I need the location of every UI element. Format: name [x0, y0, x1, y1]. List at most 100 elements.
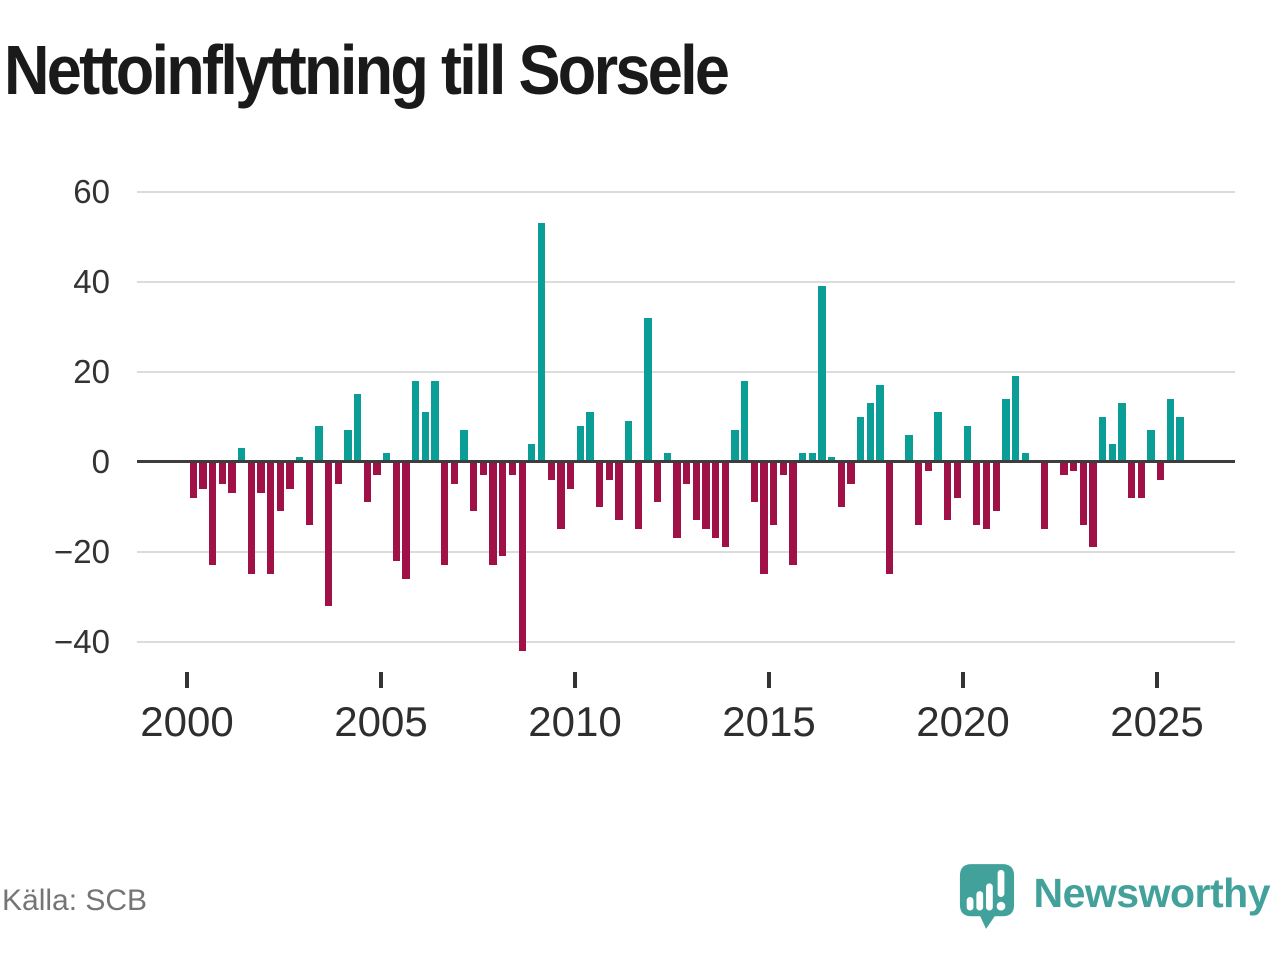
- bar: [1118, 403, 1126, 462]
- bar: [1011, 376, 1020, 462]
- bar: [460, 430, 468, 462]
- bar: [286, 461, 294, 489]
- bar: [1060, 461, 1068, 476]
- x-axis-tick-label: 2025: [1110, 698, 1204, 745]
- bar: [653, 461, 662, 503]
- bar: [905, 434, 913, 462]
- bar: [566, 461, 575, 489]
- bar: [702, 461, 710, 530]
- zero-axis-line: [137, 460, 1235, 464]
- bar: [499, 461, 507, 557]
- bar: [518, 461, 526, 651]
- bar: [624, 421, 633, 462]
- bar: [402, 461, 410, 579]
- newsworthy-speech-bubble-chart-icon: [959, 864, 1014, 929]
- bar: [218, 461, 226, 485]
- bar: [673, 461, 681, 539]
- bar: [450, 461, 459, 485]
- x-axis-tick: [767, 672, 771, 688]
- bar: [760, 461, 768, 575]
- bar: [1021, 452, 1029, 462]
- bar: [886, 461, 894, 575]
- y-axis-tick-label: 60: [73, 172, 110, 210]
- bar: [354, 394, 362, 462]
- bar: [1127, 461, 1136, 498]
- newsworthy-logo: Newsworthy: [958, 862, 1270, 930]
- bar: [750, 461, 758, 503]
- bar: [1002, 398, 1010, 462]
- bar: [615, 461, 623, 521]
- bar: [208, 461, 217, 566]
- bar: [605, 461, 613, 480]
- x-axis-tick-label: 2010: [528, 698, 622, 745]
- bar: [1176, 416, 1184, 462]
- bar: [247, 461, 255, 575]
- bar: [528, 443, 536, 462]
- x-axis-tick-label: 2005: [334, 698, 428, 745]
- bar: [547, 461, 555, 480]
- bar: [1079, 461, 1087, 525]
- bar: [199, 461, 207, 489]
- bar: [953, 461, 962, 498]
- bar: [1137, 461, 1145, 498]
- y-axis-tick-label: −20: [54, 532, 110, 570]
- bar: [1069, 461, 1078, 471]
- bar: [982, 461, 991, 530]
- bar: [266, 461, 275, 575]
- bar: [644, 317, 652, 462]
- bar: [1157, 461, 1165, 480]
- chart-title: Nettoinflyttning till Sorsele: [4, 31, 730, 109]
- bar: [431, 380, 439, 462]
- bar: [828, 457, 836, 462]
- bar: [257, 461, 265, 494]
- bar: [779, 461, 787, 476]
- bar: [711, 461, 720, 539]
- bar: [586, 412, 594, 462]
- bar: [296, 457, 304, 462]
- x-axis-tick-label: 2020: [916, 698, 1010, 745]
- bar: [489, 461, 497, 566]
- source-label: Källa: SCB: [2, 884, 148, 917]
- gridline: [137, 190, 1235, 193]
- bar: [741, 380, 749, 462]
- bar: [963, 425, 971, 462]
- bar: [421, 412, 430, 462]
- bar: [731, 430, 739, 462]
- bar: [373, 461, 381, 476]
- bar: [799, 452, 807, 462]
- bar: [973, 461, 981, 525]
- y-axis-tick-label: −40: [54, 622, 110, 660]
- bar: [847, 461, 855, 485]
- x-axis-tick: [1155, 672, 1159, 688]
- gridline: [137, 370, 1235, 373]
- bar: [1166, 398, 1174, 462]
- x-axis-tick: [573, 672, 577, 688]
- bar: [857, 416, 865, 462]
- bar: [508, 461, 517, 476]
- bar: [576, 425, 584, 462]
- x-axis-tick: [185, 672, 189, 688]
- bar: [392, 461, 401, 561]
- bar: [944, 461, 952, 521]
- bar: [228, 461, 236, 494]
- bar: [789, 461, 797, 566]
- x-axis-tick: [961, 672, 965, 688]
- bar: [808, 452, 817, 462]
- bar: [876, 385, 884, 462]
- bar: [305, 461, 313, 525]
- bar: [412, 380, 420, 462]
- bar: [276, 461, 284, 512]
- bar: [441, 461, 449, 566]
- bar: [692, 461, 700, 521]
- bar: [1147, 430, 1155, 462]
- bar: [837, 461, 846, 507]
- bar: [595, 461, 604, 507]
- x-axis-tick: [379, 672, 383, 688]
- bar: [470, 461, 478, 512]
- bar: [557, 461, 565, 530]
- bar: [479, 461, 488, 476]
- y-axis-tick-label: 20: [73, 352, 110, 390]
- bar: [770, 461, 778, 525]
